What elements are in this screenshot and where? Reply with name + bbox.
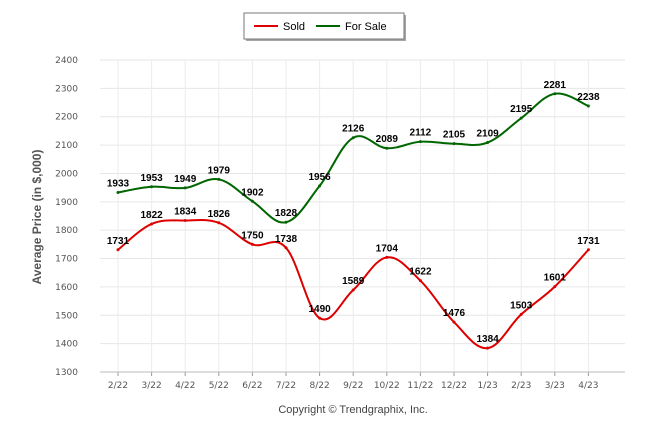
data-point-sold xyxy=(519,312,523,316)
x-tick-label: 8/22 xyxy=(309,381,329,391)
data-point-sold xyxy=(318,316,322,320)
y-tick-label: 1800 xyxy=(55,226,78,236)
data-point-for-sale xyxy=(250,199,254,203)
y-tick-label: 1700 xyxy=(55,255,78,265)
grid xyxy=(100,59,625,373)
data-label-sold: 1750 xyxy=(241,230,264,241)
data-label-for-sale: 2112 xyxy=(410,128,432,139)
data-point-sold xyxy=(486,346,490,350)
data-point-for-sale xyxy=(116,190,120,194)
x-tick-label: 1/23 xyxy=(477,381,497,391)
y-tick-label: 1300 xyxy=(55,368,78,378)
data-label-sold: 1731 xyxy=(577,236,600,247)
x-tick-label: 2/23 xyxy=(511,381,531,391)
data-label-for-sale: 2195 xyxy=(510,104,533,115)
data-point-sold xyxy=(452,320,456,324)
axes: 1300 1400 1500 1600 1700 1800 1900 2000 2100 2200… xyxy=(55,56,625,391)
data-point-for-sale xyxy=(284,220,288,224)
x-tick-label: 6/22 xyxy=(242,381,262,391)
x-tick-label: 3/23 xyxy=(545,381,565,391)
data-point-sold xyxy=(183,219,187,223)
data-label-sold: 1601 xyxy=(544,273,567,284)
data-point-sold xyxy=(217,221,221,225)
data-label-sold: 1822 xyxy=(140,210,163,221)
y-tick-label: 2200 xyxy=(55,113,78,123)
y-tick-label: 1500 xyxy=(55,311,78,321)
data-label-sold: 1589 xyxy=(342,276,365,287)
data-label-sold: 1738 xyxy=(275,234,298,245)
data-point-for-sale xyxy=(519,116,523,120)
data-label-for-sale: 1953 xyxy=(140,173,163,184)
series xyxy=(116,92,590,350)
x-tick-label: 4/23 xyxy=(578,381,598,391)
x-tick-label: 9/22 xyxy=(343,381,363,391)
data-point-sold xyxy=(250,242,254,246)
data-label-for-sale: 1902 xyxy=(241,187,264,198)
data-label-for-sale: 1933 xyxy=(107,178,130,189)
data-label-for-sale: 2089 xyxy=(376,134,399,145)
data-point-sold xyxy=(284,246,288,250)
data-point-for-sale xyxy=(351,136,355,140)
data-point-for-sale xyxy=(183,186,187,190)
y-axis-label: Average Price (in $,000) xyxy=(30,150,44,285)
data-label-sold: 1622 xyxy=(409,267,432,278)
data-point-sold xyxy=(150,222,154,226)
data-point-sold xyxy=(553,285,557,289)
x-tick-label: 7/22 xyxy=(276,381,296,391)
data-point-sold xyxy=(351,288,355,292)
data-label-for-sale: 1979 xyxy=(208,165,231,176)
data-point-for-sale xyxy=(553,92,557,96)
data-point-for-sale xyxy=(385,146,389,150)
data-point-for-sale xyxy=(486,141,490,145)
data-label-for-sale: 2109 xyxy=(476,129,499,140)
x-tick-label: 10/22 xyxy=(374,381,400,391)
data-label-for-sale: 2281 xyxy=(544,80,567,91)
data-label-for-sale: 2238 xyxy=(577,92,600,103)
data-label-sold: 1503 xyxy=(510,300,533,311)
data-labels: 1731 1822 1834 1826 1750 1738 1490 1589 1704 1622… xyxy=(107,80,600,345)
data-point-sold xyxy=(418,279,422,283)
copyright-text: Copyright © Trendgraphix, Inc. xyxy=(278,404,427,416)
data-point-for-sale xyxy=(452,142,456,146)
data-label-for-sale: 2126 xyxy=(342,124,365,135)
data-label-for-sale: 1956 xyxy=(308,172,331,183)
data-label-sold: 1490 xyxy=(308,304,331,315)
y-tick-label: 1900 xyxy=(55,198,78,208)
y-tick-label: 2300 xyxy=(55,84,78,94)
legend-label-sold: Sold xyxy=(283,21,305,33)
y-tick-label: 1600 xyxy=(55,283,78,293)
data-point-for-sale xyxy=(586,104,590,108)
data-point-for-sale xyxy=(150,185,154,189)
x-tick-label: 2/22 xyxy=(108,381,128,391)
data-point-for-sale xyxy=(318,184,322,188)
y-tick-label: 1400 xyxy=(55,340,78,350)
x-tick-label: 3/22 xyxy=(141,381,161,391)
data-label-sold: 1834 xyxy=(174,207,197,218)
x-tick-label: 5/22 xyxy=(209,381,229,391)
data-label-sold: 1476 xyxy=(443,308,466,319)
data-point-for-sale xyxy=(418,140,422,144)
data-label-for-sale: 1949 xyxy=(174,174,197,185)
legend: Sold For Sale xyxy=(243,12,406,41)
y-tick-label: 2100 xyxy=(55,141,78,151)
data-point-sold xyxy=(116,248,120,252)
x-tick-label: 12/22 xyxy=(441,381,467,391)
x-tick-label: 11/22 xyxy=(407,381,433,391)
y-tick-label: 2000 xyxy=(55,169,78,179)
data-point-sold xyxy=(385,255,389,259)
x-tick-label: 4/22 xyxy=(175,381,195,391)
data-label-sold: 1731 xyxy=(107,236,130,247)
data-point-for-sale xyxy=(217,177,221,181)
y-tick-label: 2400 xyxy=(55,56,78,66)
legend-label-for-sale: For Sale xyxy=(345,21,387,33)
data-point-sold xyxy=(586,248,590,252)
data-label-sold: 1704 xyxy=(376,243,399,254)
data-label-sold: 1384 xyxy=(476,334,499,345)
data-label-sold: 1826 xyxy=(208,209,231,220)
data-label-for-sale: 1828 xyxy=(275,208,298,219)
data-label-for-sale: 2105 xyxy=(443,130,466,141)
